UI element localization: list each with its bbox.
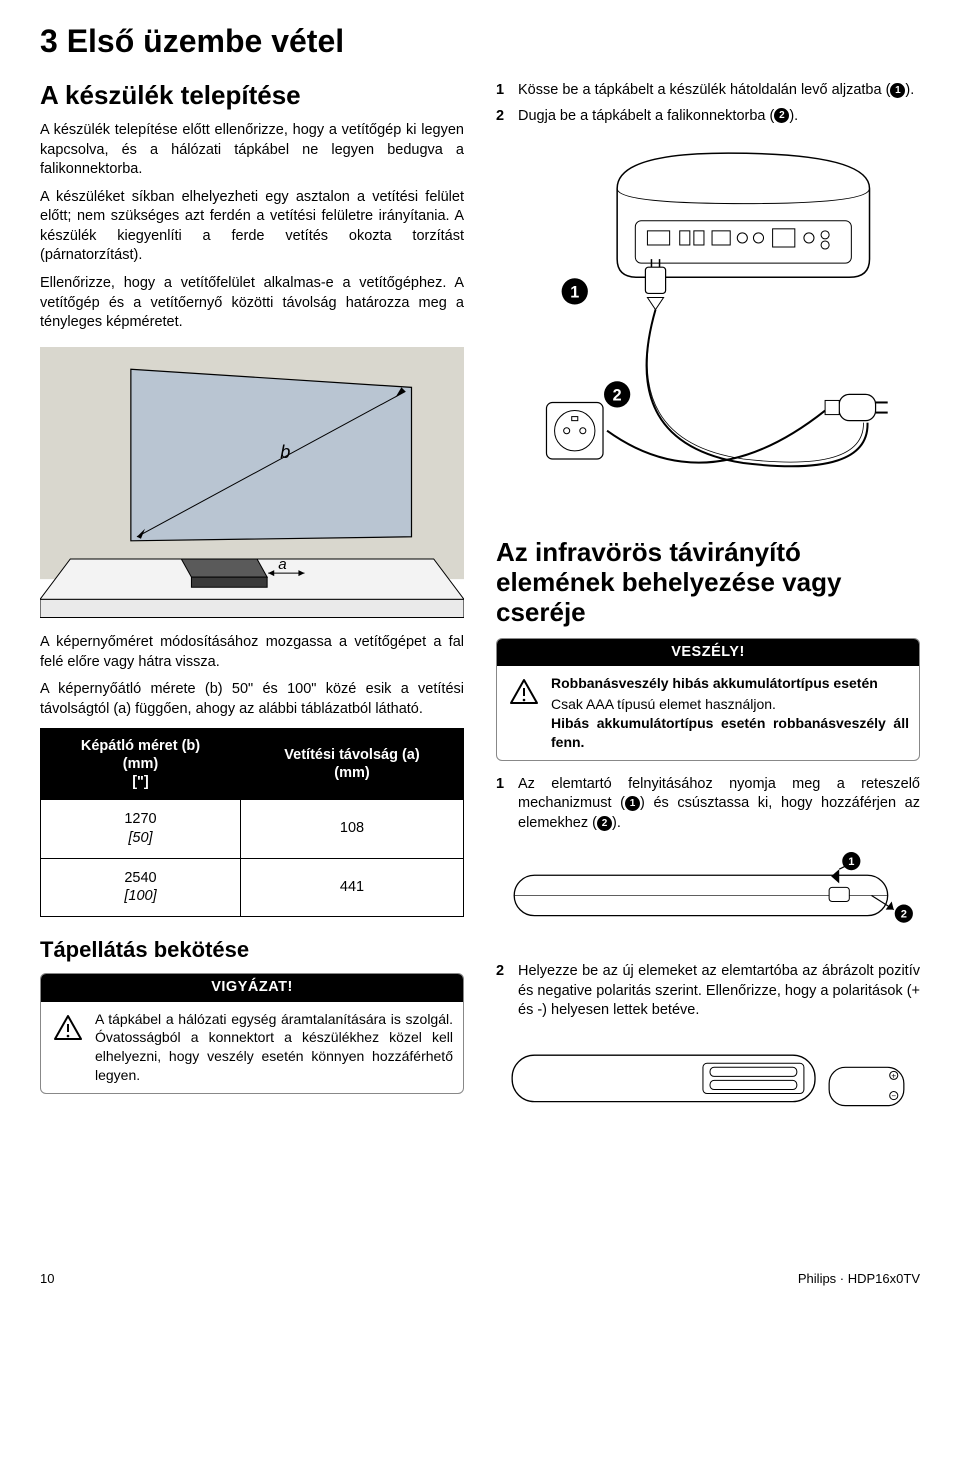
svg-text:2: 2 [613, 387, 622, 405]
power-cable-diagram: 1 [496, 140, 920, 524]
footer-model: Philips · HDP16x0TV [798, 1270, 920, 1288]
remote-step-1: 1 Az elemtartó felnyitásához nyomja meg … [496, 775, 920, 834]
two-column-layout: A készülék telepítése A készülék telepít… [40, 81, 920, 1160]
power-step-2: 2 Dugja be a tápkábelt a falikonnektorba… [496, 107, 920, 127]
power-step-1: 1 Kösse be a tápkábelt a készülék hátold… [496, 81, 920, 101]
table-row: 1270[50] 108 [41, 799, 464, 858]
danger-line1: Csak AAA típusú elemet használjon. [551, 696, 776, 712]
svg-text:1: 1 [570, 284, 579, 302]
install-p5: A képernyőátló mérete (b) 50" és 100" kö… [40, 680, 464, 719]
svg-text:1: 1 [848, 857, 854, 869]
page-footer: 10 Philips · HDP16x0TV [40, 1270, 920, 1288]
caution-title: VIGYÁZAT! [41, 974, 463, 1002]
table-header-diag: Képátló méret (b)(mm)["] [41, 728, 241, 799]
page-number: 10 [40, 1270, 54, 1288]
caution-box: VIGYÁZAT! A tápkábel a hálózati egység á… [40, 973, 464, 1094]
install-p3: Ellenőrizze, hogy a vetítőfelület alkalm… [40, 274, 464, 333]
left-column: A készülék telepítése A készülék telepít… [40, 81, 464, 1160]
caution-text: A tápkábel a hálózati egység áramtalanít… [95, 1010, 453, 1086]
section-power-heading: Tápellátás bekötése [40, 935, 464, 965]
svg-text:+: + [891, 1071, 896, 1080]
remote-battery-diagram: + − [496, 1035, 920, 1146]
chapter-title: 3 Első üzembe vétel [40, 20, 920, 63]
section-remote-heading: Az infravörös távirányító elemének behel… [496, 538, 920, 628]
distance-table: Képátló méret (b)(mm)["] Vetítési távols… [40, 728, 464, 918]
danger-line2: Hibás akkumulátortípus esetén robbanásve… [551, 715, 909, 750]
projection-diagram: b a [40, 347, 464, 620]
danger-title: VESZÉLY! [497, 639, 919, 667]
warning-icon [507, 674, 541, 752]
diagram-label-a: a [278, 556, 286, 573]
install-p4: A képernyőméret módosításához mozgassa a… [40, 633, 464, 672]
section-install-heading: A készülék telepítése [40, 81, 464, 111]
remote-step-2: 2 Helyezze be az új elemeket az elemtart… [496, 962, 920, 1021]
table-header-dist: Vetítési távolság (a)(mm) [240, 728, 463, 799]
right-column: 1 Kösse be a tápkábelt a készülék hátold… [496, 81, 920, 1160]
diagram-label-b: b [280, 442, 290, 462]
svg-text:−: − [891, 1092, 896, 1101]
warning-icon [51, 1010, 85, 1086]
table-row: 2540[100] 441 [41, 858, 464, 917]
install-p1: A készülék telepítése előtt ellenőrizze,… [40, 121, 464, 180]
install-p2: A készüléket síkban elhelyezheti egy asz… [40, 188, 464, 266]
remote-open-diagram: 1 2 [496, 847, 920, 948]
danger-bold: Robbanásveszély hibás akkumulátortípus e… [551, 674, 909, 693]
danger-box: VESZÉLY! Robbanásveszély hibás akkumulát… [496, 638, 920, 761]
svg-text:2: 2 [901, 909, 907, 921]
